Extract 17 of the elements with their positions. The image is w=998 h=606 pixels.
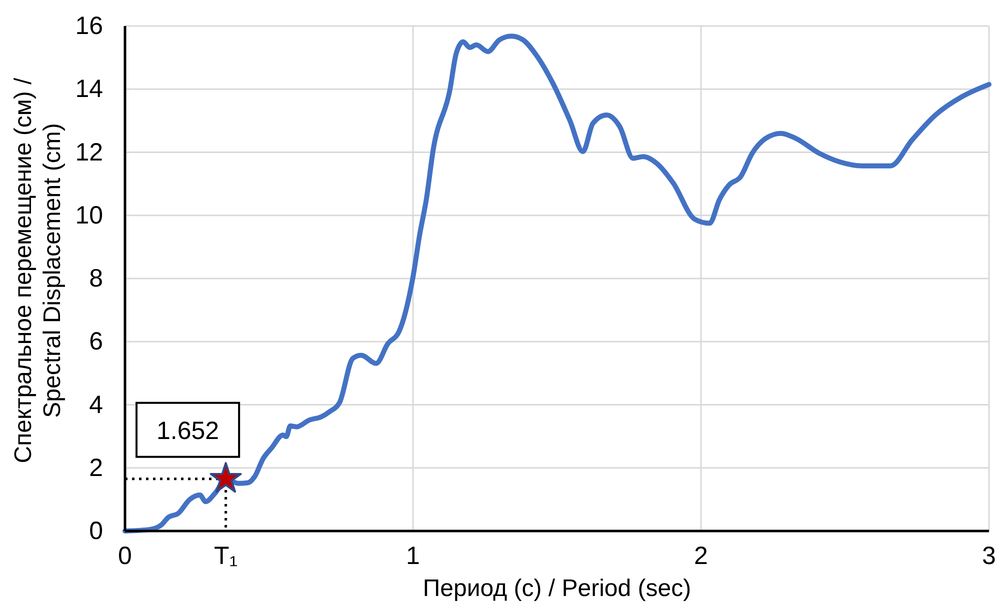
- y-tick-label: 16: [75, 12, 103, 40]
- x-tick-label: 3: [982, 542, 996, 570]
- x-tick-label: T₁: [214, 542, 238, 570]
- y-tick-label: 14: [75, 75, 104, 104]
- y-tick-label: 6: [89, 328, 103, 356]
- x-axis-title: Период (c) / Period (sec): [422, 575, 692, 602]
- x-tick-label: 0: [118, 542, 132, 570]
- x-tick-label: 2: [694, 542, 708, 570]
- y-tick-label: 0: [89, 517, 103, 545]
- x-tick-label: 1: [406, 542, 420, 570]
- y-tick-label: 4: [89, 390, 104, 419]
- y-tick-label: 2: [89, 454, 103, 482]
- y-tick-label: 8: [89, 264, 103, 292]
- y-tick-label: 10: [75, 201, 103, 230]
- y-tick-label: 12: [75, 138, 103, 166]
- y-axis-title: Спектральное перемещение (см) / Spectral Displacement (cm): [10, 77, 66, 464]
- annotation: 1.652: [156, 416, 220, 445]
